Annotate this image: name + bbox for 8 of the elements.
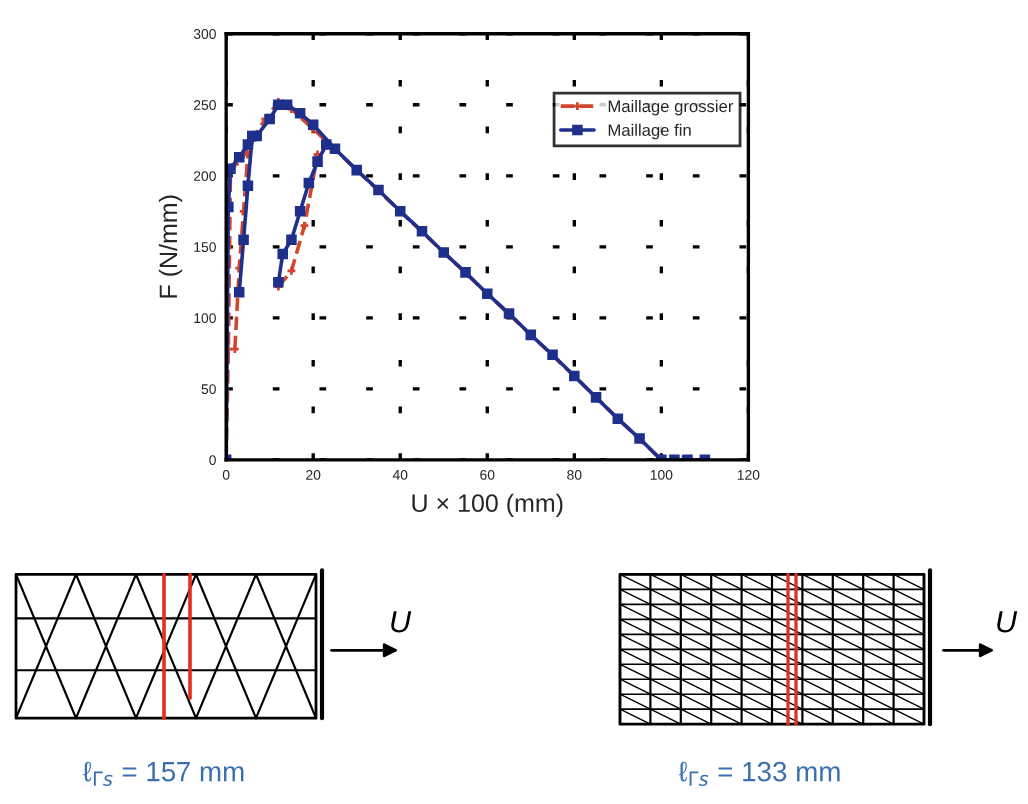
text: U xyxy=(391,611,412,633)
y-axis-title: F (N/mm) xyxy=(158,195,183,298)
legend-label: Maillage fin xyxy=(608,123,691,140)
legend-label: Maillage grossier xyxy=(608,99,734,116)
text: U xyxy=(997,611,1018,633)
text: ℓ$_{Γs}$ = 133 mm xyxy=(678,761,840,787)
text: ℓ$_{Γs}$ = 157 mm xyxy=(83,761,244,787)
x-axis-title: U × 100 (mm) xyxy=(412,493,563,517)
